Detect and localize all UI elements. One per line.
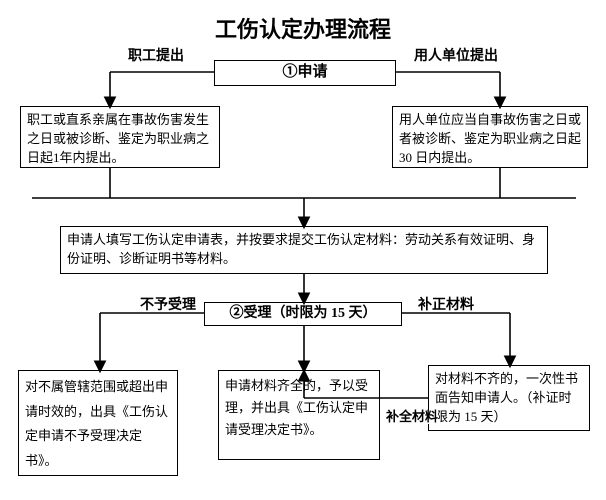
node-outcome-reject: 对不属管辖范围或超出申请时效的，出具《工伤认定申请不予受理决定书》。 (18, 370, 178, 476)
node-outcome-accept: 申请材料齐全的，予以受理，并出具《工伤认定申请受理决定书》。 (218, 370, 380, 460)
page-title: 工伤认定办理流程 (0, 12, 606, 44)
node-employer-req: 用人单位应当自事故伤害之日或者被诊断、鉴定为职业病之日起 30 日内提出。 (392, 106, 588, 168)
node-outcome-supplement: 对材料不齐的，一次性书面告知申请人。（补证时限为 15 天） (428, 365, 590, 431)
node-apply: ①申请 (214, 60, 396, 86)
edge-label-reject: 不予受理 (140, 298, 196, 313)
node-acceptance: ②受理（时限为 15 天） (204, 302, 402, 326)
edge-label-supplement: 补正材料 (418, 298, 474, 313)
node-submit-form: 申请人填写工伤认定申请表，并按要求提交工伤认定材料：劳动关系有效证明、身份证明、… (60, 226, 548, 274)
edge-label-employee: 职工提出 (128, 49, 184, 64)
node-employee-req: 职工或直系亲属在事故伤害发生之日或被诊断、鉴定为职业病之日起1年内提出。 (20, 106, 220, 168)
edge-label-complete: 补全材料 (386, 410, 438, 424)
edge-label-employer: 用人单位提出 (414, 49, 498, 64)
